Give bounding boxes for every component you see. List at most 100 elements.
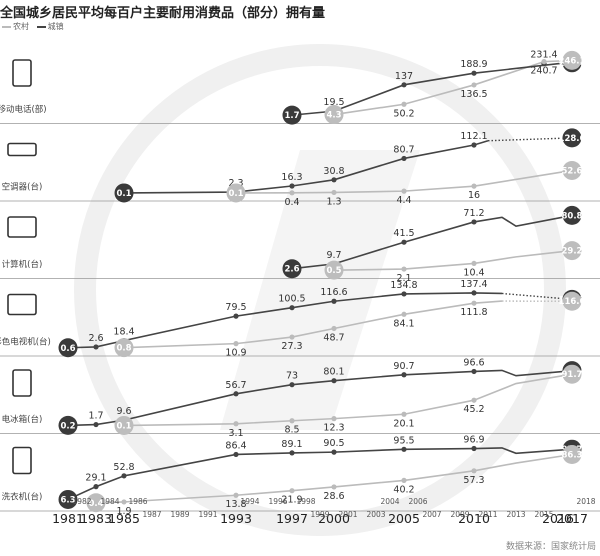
urban-endpoint-label: 1.7 (284, 111, 299, 121)
rural-value-label: 16 (468, 190, 480, 201)
rural-endpoint-label: 0.1 (116, 421, 131, 431)
urban-value-label: 137.4 (460, 279, 487, 290)
urban-value-label: 56.7 (225, 380, 246, 391)
computer-icon (7, 216, 37, 238)
rural-point (471, 82, 477, 88)
legend-label-urban: 城镇 (47, 22, 64, 31)
x-tick-label: 1999 (310, 510, 329, 519)
urban-point (401, 372, 407, 378)
urban-point (289, 305, 295, 311)
rural-line (123, 373, 573, 427)
urban-point (401, 82, 407, 88)
urban-point (289, 382, 295, 388)
rural-endpoint-marker (562, 444, 582, 464)
x-tick-label: 1996 (268, 497, 287, 506)
rural-value-label: 10.9 (225, 348, 246, 359)
rural-endpoint-marker (114, 338, 134, 358)
urban-value-label: 112.1 (460, 131, 487, 142)
urban-line-dotted (501, 292, 573, 301)
rural-value-label: 20.1 (393, 418, 414, 429)
rural-endpoint-marker (562, 364, 582, 384)
urban-point (471, 70, 477, 76)
rural-endpoint-label: 0.8 (116, 344, 131, 354)
rural-value-label: 136.5 (460, 89, 487, 100)
rural-value-label: 48.7 (323, 332, 344, 343)
urban-endpoint-marker (562, 205, 582, 225)
x-tick-label: 2018 (576, 497, 595, 506)
rural-point (289, 190, 295, 196)
rural-point (233, 492, 239, 498)
urban-point (331, 298, 337, 304)
x-tick-label: 1994 (240, 497, 259, 506)
rural-value-label: 8.5 (284, 425, 299, 436)
urban-point (233, 391, 239, 397)
urban-value-label: 80.7 (393, 144, 414, 155)
urban-point (401, 446, 407, 452)
washing-machine-icon (12, 446, 32, 475)
rural-value-label: 1.3 (326, 196, 341, 207)
rural-point (331, 189, 337, 196)
urban-value-label: 188.9 (460, 59, 487, 70)
x-tick-label: 2005 (388, 511, 420, 526)
urban-value-label: 96.6 (463, 357, 484, 368)
panel-label: 计算机(台) (2, 259, 43, 270)
x-tick-label: 1993 (220, 511, 252, 526)
x-tick-label: 1989 (170, 510, 189, 519)
rural-value-label: 0.4 (284, 197, 299, 208)
urban-point (331, 378, 337, 384)
legend: 农村 城镇 (2, 21, 64, 32)
urban-endpoint-label: 6.3 (60, 495, 75, 505)
x-tick-label: 1997 (276, 511, 308, 526)
rural-point (471, 468, 477, 474)
panel-label: 彩色电视机(台) (0, 337, 51, 348)
x-tick-label: 2004 (380, 497, 399, 506)
urban-value-label: 73 (286, 371, 298, 382)
urban-endpoint-label: 2.6 (284, 265, 299, 275)
x-tick-label: 1984 (100, 497, 119, 506)
x-tick-label: 1983 (80, 511, 112, 526)
rural-value-label: 40.2 (393, 484, 414, 495)
x-tick-label: 2001 (338, 510, 357, 519)
urban-value-label: 95.5 (393, 435, 414, 446)
rural-point (331, 484, 337, 490)
rural-point (233, 341, 239, 347)
rural-line (235, 169, 573, 194)
urban-value-label: 90.5 (323, 438, 344, 449)
rural-endpoint-label: 52.6 (562, 166, 583, 176)
urban-value-label: 231.4 (530, 50, 557, 61)
urban-value-label: 9.7 (326, 250, 341, 261)
rural-endpoint-marker (562, 50, 582, 70)
x-tick-label: 2010 (458, 511, 490, 526)
urban-point (331, 177, 337, 183)
urban-point (471, 368, 477, 375)
urban-value-label: 137 (395, 71, 413, 82)
rural-point (233, 421, 239, 427)
x-tick-label: 2017 (556, 511, 588, 526)
rural-value-label: 240.7 (530, 66, 557, 77)
data-source: 数据来源：国家统计局 (505, 542, 596, 552)
rural-point (401, 311, 407, 317)
urban-value-label: 86.4 (225, 440, 246, 451)
urban-point (93, 484, 99, 490)
x-tick-label: 2015 (534, 510, 553, 519)
urban-value-label: 80.1 (323, 367, 344, 378)
x-tick-label: 2013 (506, 510, 525, 519)
urban-value-label: 9.6 (116, 406, 131, 417)
urban-point (471, 142, 477, 148)
urban-point (93, 344, 99, 350)
rural-value-label: 10.4 (463, 267, 484, 278)
urban-endpoint-label: 0.1 (116, 189, 131, 199)
rural-point (331, 416, 337, 422)
rural-point (471, 397, 477, 403)
air-conditioner-icon (7, 142, 37, 157)
rural-point (401, 101, 407, 107)
urban-value-label: 19.5 (323, 97, 344, 108)
panel-label: 洗衣机(台) (2, 492, 43, 503)
urban-endpoint-marker (282, 259, 302, 279)
rural-point (289, 334, 295, 340)
rural-value-label: 57.3 (463, 475, 484, 486)
urban-endpoint-label: 0.2 (60, 421, 75, 431)
rural-value-label: 111.8 (460, 307, 487, 318)
rural-endpoint-label: 0.4 (88, 499, 103, 509)
